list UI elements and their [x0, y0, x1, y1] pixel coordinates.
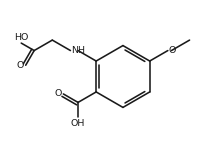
Text: OH: OH: [71, 119, 85, 128]
Text: NH: NH: [71, 46, 85, 55]
Text: O: O: [55, 89, 62, 98]
Text: O: O: [17, 61, 24, 70]
Text: O: O: [169, 46, 176, 55]
Text: HO: HO: [14, 33, 28, 42]
